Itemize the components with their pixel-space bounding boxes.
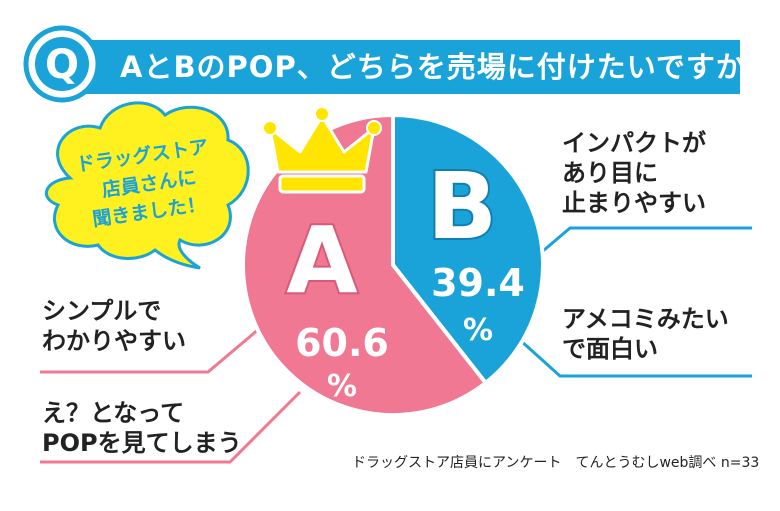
- reason-b1-line-3: 止まりやすい: [562, 189, 706, 217]
- pie-slice-b: [391, 112, 545, 386]
- reason-b1-line-1: インパクトが: [562, 129, 706, 157]
- reason-b2-line-1: アメコミみたい: [562, 305, 729, 333]
- reason-a2-line-1: え？となって: [42, 399, 185, 427]
- value-label-a: 60.6: [295, 321, 389, 365]
- survey-footnote: ドラッグストア店員にアンケート てんとうむしweb調べ n=33: [352, 455, 760, 471]
- badge-cloud: ドラッグストア 店員さんに 聞きました！: [45, 101, 250, 270]
- q-badge: Q: [23, 25, 101, 103]
- callout-line-a1: [40, 316, 273, 374]
- category-letter-b: B: [427, 153, 497, 260]
- reason-a1: シンプルで わかりやすい: [42, 296, 186, 356]
- unit-label-b: %: [463, 313, 493, 348]
- callout-line-a2: [40, 390, 302, 464]
- reason-b2: アメコミみたい で面白い: [562, 304, 729, 364]
- category-letter-a: A: [286, 207, 357, 314]
- q-letter: Q: [45, 42, 79, 88]
- reason-b1-line-2: あり目に: [562, 159, 658, 187]
- reason-a2-line-2: POPを見てしまう: [42, 429, 242, 457]
- reason-b2-line-2: で面白い: [562, 335, 658, 363]
- reason-a2: え？となって POPを見てしまう: [42, 398, 242, 458]
- value-label-b: 39.4: [431, 261, 525, 305]
- question-title: AとBのPOP、どちらを売場に付けたいですか？: [120, 50, 776, 84]
- reason-a1-line-2: わかりやすい: [42, 327, 186, 355]
- reason-b1: インパクトが あり目に 止まりやすい: [562, 128, 706, 218]
- title-banner: [60, 40, 740, 94]
- callout-line-b1: [529, 226, 752, 264]
- callout-line-b2: [518, 338, 752, 378]
- crown-icon: [262, 106, 382, 194]
- callout-lines-a: [40, 316, 302, 464]
- reason-a1-line-1: シンプルで: [42, 297, 162, 325]
- unit-label-a: %: [327, 369, 357, 404]
